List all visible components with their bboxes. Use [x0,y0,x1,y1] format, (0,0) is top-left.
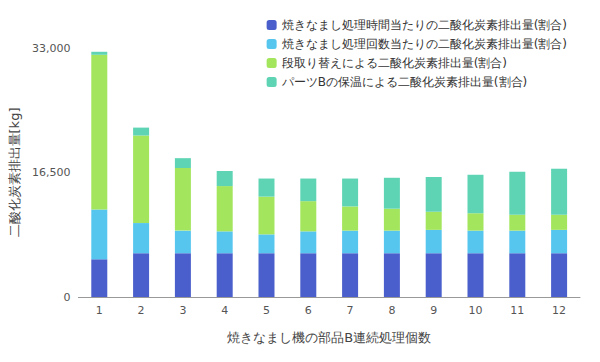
svg-text:12: 12 [552,304,566,317]
svg-text:1: 1 [96,304,103,317]
svg-text:5: 5 [263,304,270,317]
svg-text:6: 6 [305,304,312,317]
svg-text:二酸化炭素排出量[kg]: 二酸化炭素排出量[kg] [7,108,22,238]
svg-text:3: 3 [179,304,186,317]
svg-text:焼きなまし処理回数当たりの二酸化炭素排出量(割合): 焼きなまし処理回数当たりの二酸化炭素排出量(割合) [282,37,567,51]
svg-text:16,500: 16,500 [32,166,71,179]
svg-text:7: 7 [347,304,354,317]
svg-text:焼きなまし処理時間当たりの二酸化炭素排出量(割合): 焼きなまし処理時間当たりの二酸化炭素排出量(割合) [282,18,567,32]
svg-text:10: 10 [468,304,482,317]
svg-text:4: 4 [221,304,228,317]
svg-text:8: 8 [388,304,395,317]
svg-text:段取り替えによる二酸化炭素排出量(割合): 段取り替えによる二酸化炭素排出量(割合) [282,56,507,70]
svg-text:11: 11 [510,304,524,317]
svg-text:パーツBの保温による二酸化炭素排出量(割合): パーツBの保温による二酸化炭素排出量(割合) [281,75,528,89]
svg-text:焼きなまし機の部品B連続処理個数: 焼きなまし機の部品B連続処理個数 [227,330,431,345]
svg-text:33,000: 33,000 [32,42,71,55]
svg-text:9: 9 [430,304,437,317]
svg-text:2: 2 [138,304,145,317]
svg-text:0: 0 [63,291,70,304]
